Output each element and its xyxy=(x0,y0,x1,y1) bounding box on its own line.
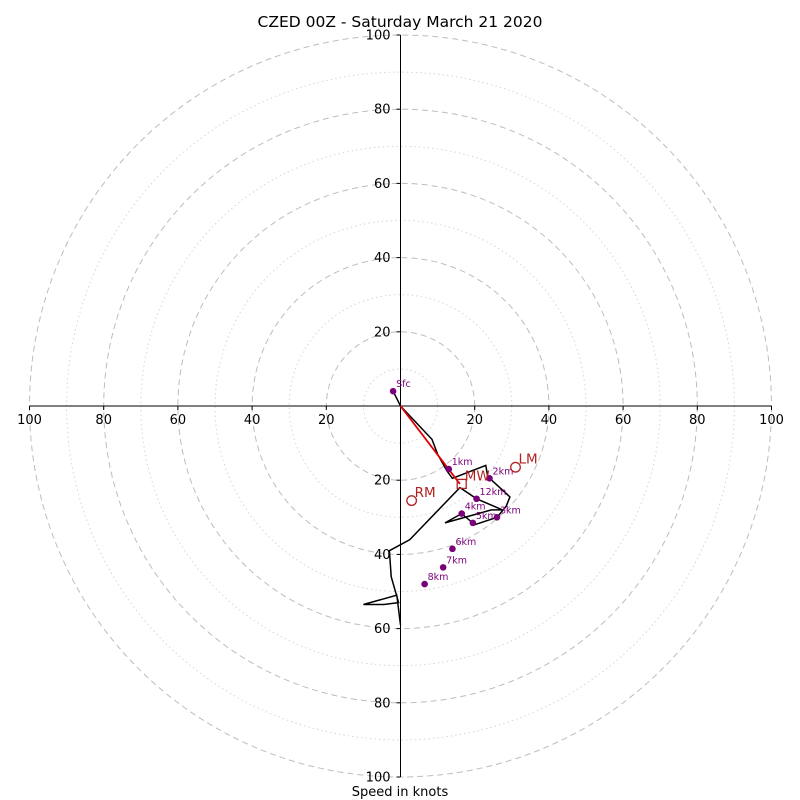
storm-motion-label: RM xyxy=(415,485,436,501)
height-marker-label: 3km xyxy=(500,505,521,516)
x-tick-label: 20 xyxy=(466,413,483,428)
x-axis-label: Speed in knots xyxy=(352,785,449,800)
y-tick-label: 100 xyxy=(366,771,391,786)
height-marker-label: 12km xyxy=(480,487,507,498)
x-tick-label: 20 xyxy=(318,413,335,428)
y-tick-label: 40 xyxy=(374,251,391,266)
height-marker-label: 6km xyxy=(455,537,476,548)
height-marker-label: 2km xyxy=(493,466,514,477)
storm-motion-marker xyxy=(406,495,418,507)
y-tick-label: 80 xyxy=(374,103,391,118)
height-marker-label: Sfc xyxy=(396,379,411,390)
x-tick-label: 60 xyxy=(170,413,187,428)
x-tick-label: 100 xyxy=(17,413,42,428)
x-tick-label: 60 xyxy=(615,413,632,428)
height-marker-label: 7km xyxy=(446,555,467,566)
y-tick-label: 20 xyxy=(374,474,391,489)
x-tick-label: 80 xyxy=(95,413,112,428)
height-marker-dot xyxy=(389,387,397,395)
x-tick-label: 80 xyxy=(689,413,706,428)
height-marker-dot xyxy=(473,495,480,503)
y-tick-label: 60 xyxy=(374,622,391,637)
height-marker-dot xyxy=(469,519,477,527)
height-marker-dot xyxy=(445,465,453,473)
height-marker-dot xyxy=(439,564,447,571)
y-tick-label: 40 xyxy=(374,548,391,563)
y-tick-label: 20 xyxy=(374,325,391,340)
x-tick-label: 100 xyxy=(759,413,784,428)
mean-wind-marker xyxy=(456,478,467,490)
height-marker-label: 5km xyxy=(476,511,497,522)
x-tick-label: 40 xyxy=(541,413,558,428)
storm-motion-markers: LM MW RM xyxy=(406,452,538,507)
storm-motion-vector xyxy=(399,405,461,485)
storm-motion-label: MW xyxy=(465,468,490,484)
y-tick-label: 60 xyxy=(374,177,391,192)
height-marker-label: 4km xyxy=(465,502,486,513)
y-tick-label: 100 xyxy=(366,29,391,44)
mean-wind-vector-line xyxy=(399,405,461,485)
tick-labels: 100 100 80 80 60 60 40 40 20 20 20 20 40 40 60 60 80 80 10… xyxy=(17,29,784,786)
height-marker-label: 8km xyxy=(428,572,449,583)
height-marker-dot xyxy=(493,514,501,521)
x-tick-label: 40 xyxy=(244,413,261,428)
wind-profile xyxy=(363,390,511,625)
height-marker-label: 1km xyxy=(452,457,473,468)
chart-title: CZED 00Z - Saturday March 21 2020 xyxy=(258,13,543,31)
height-marker-dot xyxy=(421,580,428,588)
storm-motion-marker xyxy=(510,461,521,473)
height-marker-dot xyxy=(458,510,466,517)
storm-motion-label: LM xyxy=(519,452,538,468)
hodograph-trace xyxy=(363,390,511,625)
y-tick-label: 80 xyxy=(374,696,391,711)
height-marker-dot xyxy=(449,545,456,553)
height-marker-dot xyxy=(486,475,493,482)
